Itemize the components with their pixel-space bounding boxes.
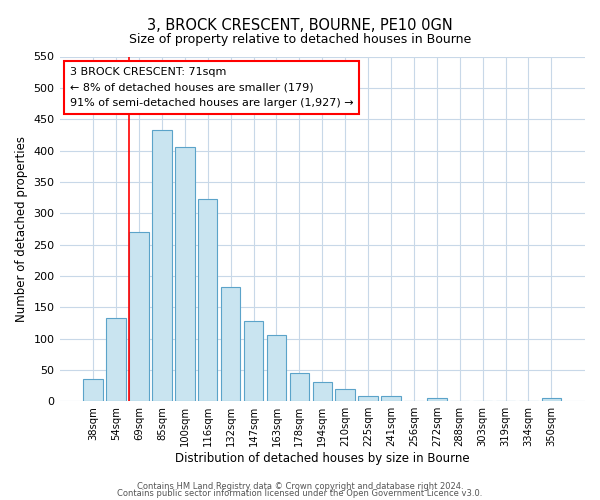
Text: Size of property relative to detached houses in Bourne: Size of property relative to detached ho… xyxy=(129,32,471,46)
Bar xyxy=(313,382,332,401)
Text: 3, BROCK CRESCENT, BOURNE, PE10 0GN: 3, BROCK CRESCENT, BOURNE, PE10 0GN xyxy=(147,18,453,32)
Bar xyxy=(175,148,194,401)
Text: Contains HM Land Registry data © Crown copyright and database right 2024.: Contains HM Land Registry data © Crown c… xyxy=(137,482,463,491)
Bar xyxy=(290,373,309,401)
Text: 3 BROCK CRESCENT: 71sqm
← 8% of detached houses are smaller (179)
91% of semi-de: 3 BROCK CRESCENT: 71sqm ← 8% of detached… xyxy=(70,67,353,108)
Bar xyxy=(267,336,286,401)
Bar xyxy=(152,130,172,401)
Bar xyxy=(129,232,149,401)
Bar xyxy=(198,200,217,401)
Bar xyxy=(335,388,355,401)
Bar xyxy=(381,396,401,401)
Bar xyxy=(221,286,241,401)
Bar xyxy=(542,398,561,401)
Bar xyxy=(83,380,103,401)
Bar xyxy=(244,321,263,401)
Bar xyxy=(427,398,446,401)
Text: Contains public sector information licensed under the Open Government Licence v3: Contains public sector information licen… xyxy=(118,489,482,498)
Y-axis label: Number of detached properties: Number of detached properties xyxy=(15,136,28,322)
Bar xyxy=(358,396,378,401)
Bar xyxy=(106,318,126,401)
X-axis label: Distribution of detached houses by size in Bourne: Distribution of detached houses by size … xyxy=(175,452,470,465)
